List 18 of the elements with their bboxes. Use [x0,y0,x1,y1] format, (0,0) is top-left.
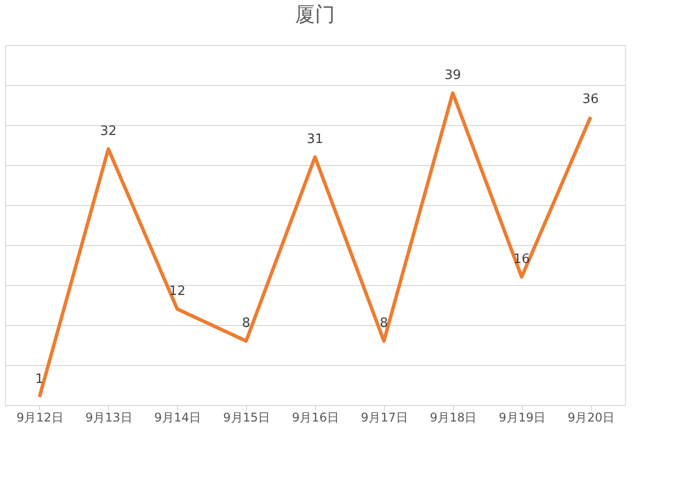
data-label: 1 [35,372,44,387]
x-tick-label: 9月15日 [223,410,270,424]
data-label: 8 [380,316,388,331]
x-tick-label: 9月20日 [568,410,615,424]
data-label: 32 [100,124,117,139]
x-tick-label: 9月17日 [360,410,408,424]
data-label: 31 [306,132,324,147]
x-tick-label: 9月13日 [85,410,132,424]
x-tick-label: 9月14日 [154,410,202,424]
data-label: 12 [168,284,186,299]
x-tick-label: 9月18日 [430,410,477,424]
data-label: 39 [444,68,462,83]
x-tick-label: 9月19日 [498,410,546,424]
chart-title: 厦门 [295,2,335,26]
data-label: 36 [582,92,599,107]
x-tick-label: 9月16日 [292,410,339,424]
data-label: 8 [242,316,250,331]
x-tick-label: 9月12日 [16,410,64,424]
